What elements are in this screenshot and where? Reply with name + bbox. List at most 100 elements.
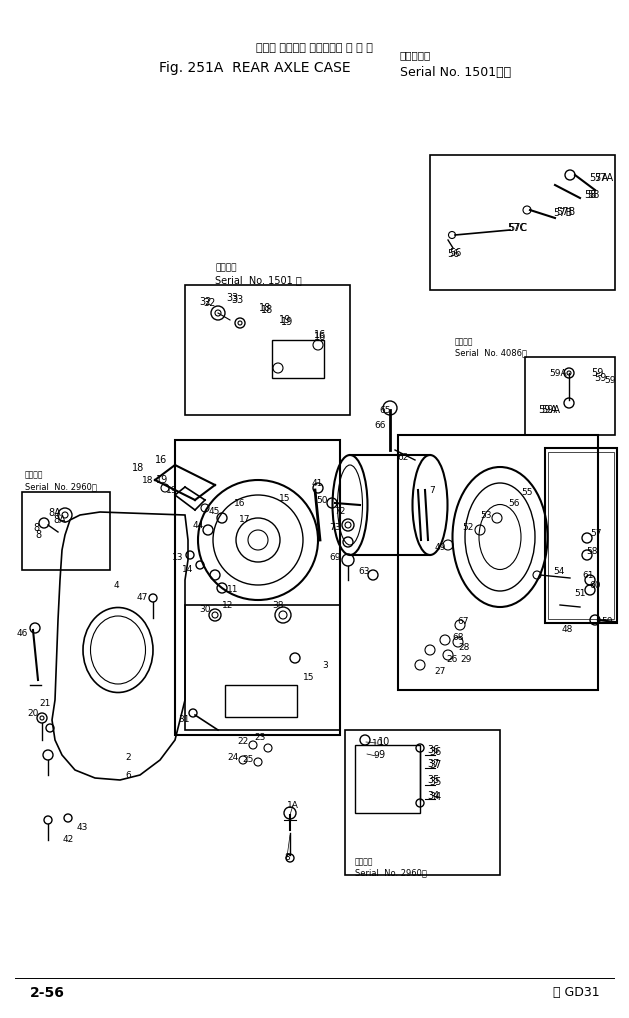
- Bar: [355, 745, 420, 813]
- Text: 17: 17: [239, 515, 251, 524]
- Text: リヤー アクスル ケース（適 用 号 機: リヤー アクスル ケース（適 用 号 機: [255, 43, 372, 53]
- Text: 10: 10: [372, 738, 384, 747]
- Text: 35: 35: [429, 777, 441, 787]
- Text: 2-56: 2-56: [30, 986, 65, 1000]
- Bar: [175, 440, 340, 735]
- Text: 50: 50: [601, 618, 613, 626]
- Text: 57C: 57C: [508, 223, 526, 233]
- Text: 51: 51: [574, 588, 586, 598]
- Text: 34: 34: [429, 792, 441, 802]
- Text: 62: 62: [398, 452, 409, 461]
- Text: 57A: 57A: [589, 173, 609, 183]
- Text: 29: 29: [460, 656, 472, 665]
- Text: 44: 44: [192, 520, 204, 529]
- Text: 60: 60: [589, 580, 601, 589]
- Text: 61: 61: [582, 570, 594, 579]
- Text: 12: 12: [222, 601, 234, 610]
- Text: 16: 16: [234, 499, 246, 508]
- Bar: [22, 492, 110, 570]
- Bar: [430, 155, 615, 290]
- Text: 10: 10: [378, 737, 390, 747]
- Text: 43: 43: [76, 823, 87, 832]
- Text: 73: 73: [329, 523, 341, 532]
- Text: 8: 8: [284, 852, 290, 861]
- Text: 67: 67: [457, 618, 469, 626]
- Text: 59: 59: [591, 367, 603, 378]
- Text: 24: 24: [227, 752, 238, 761]
- Text: 14: 14: [182, 566, 194, 574]
- Text: 18: 18: [261, 305, 273, 315]
- Text: 63: 63: [359, 567, 370, 576]
- Text: 2: 2: [125, 753, 131, 762]
- Text: 16: 16: [314, 332, 326, 342]
- Bar: [398, 435, 598, 690]
- Text: 8: 8: [35, 530, 41, 540]
- Text: 52: 52: [462, 522, 474, 531]
- Text: 適用号機: 適用号機: [355, 857, 374, 866]
- Text: 8A: 8A: [48, 508, 62, 518]
- Text: 19: 19: [281, 317, 293, 327]
- Text: 25: 25: [242, 755, 253, 765]
- Text: 57: 57: [590, 528, 602, 538]
- Text: 27: 27: [434, 668, 446, 677]
- Text: Serial  No. 1501 ～: Serial No. 1501 ～: [215, 275, 302, 285]
- Text: 38: 38: [272, 601, 284, 610]
- Text: 72: 72: [334, 508, 346, 516]
- Text: 32: 32: [204, 298, 216, 308]
- Text: 34: 34: [427, 791, 439, 801]
- Text: 49: 49: [434, 543, 446, 552]
- Text: 56: 56: [508, 499, 520, 508]
- Text: （適用号機: （適用号機: [400, 50, 431, 60]
- Text: 36: 36: [427, 745, 439, 755]
- Text: 56: 56: [447, 249, 459, 259]
- Text: 18: 18: [259, 303, 271, 313]
- Text: 8: 8: [33, 523, 39, 533]
- Text: 46: 46: [16, 628, 28, 637]
- Text: 26: 26: [447, 656, 458, 665]
- Bar: [185, 285, 350, 415]
- Text: 68: 68: [452, 633, 464, 642]
- Text: 48: 48: [561, 625, 572, 634]
- Text: 41: 41: [311, 478, 323, 488]
- Text: 13: 13: [172, 554, 184, 563]
- Text: 58: 58: [587, 190, 599, 200]
- Text: 32: 32: [199, 297, 211, 307]
- Text: 20: 20: [27, 710, 39, 719]
- Text: 45: 45: [208, 508, 220, 516]
- Text: 57C: 57C: [508, 223, 528, 233]
- Text: 59A: 59A: [542, 405, 560, 415]
- Text: 28: 28: [459, 642, 470, 652]
- Text: Fig. 251A  REAR AXLE CASE: Fig. 251A REAR AXLE CASE: [159, 61, 351, 75]
- Text: 50: 50: [316, 496, 328, 505]
- Text: 15: 15: [303, 673, 314, 681]
- Text: ⓨ GD31: ⓨ GD31: [554, 986, 600, 1000]
- Text: 37: 37: [429, 760, 441, 770]
- Text: 69: 69: [329, 553, 341, 562]
- Text: 18: 18: [132, 463, 144, 473]
- Text: 59: 59: [594, 373, 606, 383]
- Text: 30: 30: [199, 606, 211, 615]
- Text: 56: 56: [449, 248, 461, 258]
- Text: 57B: 57B: [557, 207, 576, 217]
- Text: 59A: 59A: [538, 405, 557, 415]
- Text: 54: 54: [554, 567, 565, 576]
- Text: 65: 65: [379, 405, 391, 414]
- Text: 47: 47: [136, 593, 148, 603]
- Text: 19: 19: [156, 475, 168, 485]
- Bar: [525, 357, 615, 435]
- Text: 4: 4: [113, 580, 119, 589]
- Text: 16: 16: [155, 455, 167, 465]
- Text: 31: 31: [178, 716, 190, 725]
- Text: 3: 3: [322, 661, 328, 670]
- Text: 66: 66: [374, 420, 386, 430]
- Text: 53: 53: [481, 510, 492, 519]
- Text: 59: 59: [604, 376, 616, 385]
- Text: 9: 9: [373, 751, 379, 760]
- Text: 1A: 1A: [287, 800, 299, 809]
- Text: 59A: 59A: [549, 369, 567, 378]
- Text: Serial  No. 4086～: Serial No. 4086～: [455, 348, 527, 357]
- Text: 33: 33: [231, 295, 243, 305]
- Text: Serial  No. 2960～: Serial No. 2960～: [25, 483, 97, 492]
- Bar: [545, 448, 617, 623]
- Text: 35: 35: [427, 775, 439, 785]
